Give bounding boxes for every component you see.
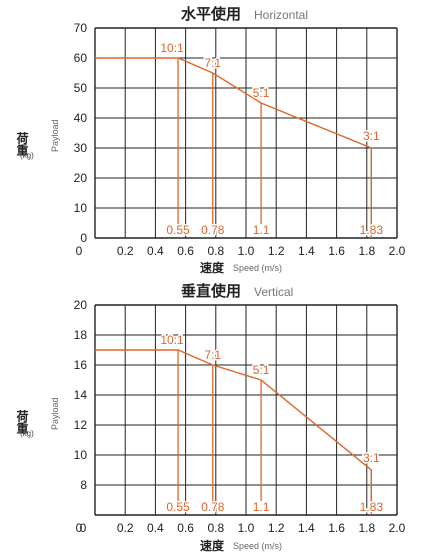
x-tick-label: 1.8 — [358, 244, 375, 258]
x-tick-label: 0.2 — [117, 244, 134, 258]
ratio-label: 7:1 — [204, 348, 221, 362]
x-tick-label: 1.8 — [358, 521, 375, 535]
ratio-label: 10:1 — [160, 333, 184, 347]
speed-label: 0.55 — [166, 223, 190, 237]
y-axis-label-cn: 荷重 — [15, 131, 29, 156]
x-tick-label: 1.0 — [238, 521, 255, 535]
y-tick-label: 40 — [74, 111, 88, 125]
x-tick-label: 1.6 — [328, 244, 345, 258]
y-tick-label: 0 — [80, 521, 87, 535]
chart-title-cn: 垂直使用 — [181, 282, 241, 300]
x-tick-label: 0 — [76, 244, 83, 258]
payload-curve — [95, 349, 373, 515]
speed-label: 1.1 — [253, 500, 270, 514]
y-tick-label: 20 — [74, 171, 88, 185]
chart-title-en: Horizontal — [254, 8, 308, 22]
ratio-label: 3:1 — [363, 451, 380, 465]
x-tick-label: 2.0 — [389, 521, 406, 535]
ratio-label: 7:1 — [204, 56, 221, 70]
y-tick-label: 20 — [74, 298, 88, 312]
x-tick-label: 0.4 — [147, 521, 164, 535]
ratio-label: 10:1 — [160, 41, 184, 55]
x-tick-label: 0.8 — [207, 244, 224, 258]
speed-label: 0.78 — [201, 500, 225, 514]
speed-label: 0.78 — [201, 223, 225, 237]
plot-area-horizontal: 0 0.2 0.4 0.6 0.8 1.0 1.2 1.4 1.6 1.8 2.0 0 10 20 30 40… — [74, 21, 406, 258]
y-tick-label: 60 — [74, 51, 88, 65]
y-tick-label: 16 — [74, 358, 88, 372]
x-tick-label: 0.6 — [177, 244, 194, 258]
x-tick-label: 0.4 — [147, 244, 164, 258]
speed-label: 1.83 — [360, 500, 384, 514]
x-tick-label: 1.6 — [328, 521, 345, 535]
chart-title-en: Vertical — [254, 285, 293, 299]
y-tick-label: 30 — [74, 141, 88, 155]
y-tick-label: 14 — [74, 388, 88, 402]
chart-horizontal: 水平使用 Horizontal 荷重 (kg) Payload 速度 Speed… — [15, 5, 406, 275]
x-tick-label: 0.6 — [177, 521, 194, 535]
y-tick-label: 10 — [74, 201, 88, 215]
y-tick-label: 18 — [74, 328, 88, 342]
y-tick-label: 0 — [80, 231, 87, 245]
plot-area-vertical: 0 0.2 0.4 0.6 0.8 1.0 1.2 1.4 1.6 1.8 2.0 8 10 12 14 16… — [74, 298, 406, 535]
speed-label: 0.55 — [166, 500, 190, 514]
y-tick-label: 8 — [80, 478, 87, 492]
y-tick-label: 70 — [74, 21, 88, 35]
x-tick-label: 1.4 — [298, 521, 315, 535]
ratio-label: 3:1 — [363, 129, 380, 143]
y-axis-unit: (kg) — [20, 429, 34, 438]
speed-label: 1.83 — [360, 223, 384, 237]
x-tick-label: 0.2 — [117, 521, 134, 535]
y-axis-label-cn: 荷重 — [15, 409, 29, 434]
y-tick-label: 10 — [74, 448, 88, 462]
y-axis-unit: (kg) — [20, 151, 34, 160]
x-tick-label: 0 — [76, 521, 83, 535]
speed-label: 1.1 — [253, 223, 270, 237]
ratio-label: 5:1 — [253, 86, 270, 100]
x-axis-label-en: Speed (m/s) — [233, 541, 282, 551]
x-axis-label-en: Speed (m/s) — [233, 263, 282, 273]
payload-curve — [95, 57, 373, 238]
x-tick-label: 1.0 — [238, 244, 255, 258]
ratio-label: 5:1 — [253, 363, 270, 377]
x-axis-label-cn: 速度 — [200, 260, 225, 275]
chart-vertical: 垂直使用 Vertical 荷重 (kg) Payload 速度 Speed (… — [15, 282, 406, 553]
y-tick-label: 12 — [74, 418, 88, 432]
x-tick-label: 2.0 — [389, 244, 406, 258]
y-tick-label: 50 — [74, 81, 88, 95]
chart-title-cn: 水平使用 — [181, 5, 241, 23]
x-tick-label: 0.8 — [207, 521, 224, 535]
x-tick-label: 1.2 — [268, 521, 285, 535]
y-axis-label-en: Payload — [50, 119, 60, 152]
x-axis-label-cn: 速度 — [200, 538, 225, 553]
x-tick-label: 1.4 — [298, 244, 315, 258]
x-tick-label: 1.2 — [268, 244, 285, 258]
y-axis-label-en: Payload — [50, 397, 60, 430]
